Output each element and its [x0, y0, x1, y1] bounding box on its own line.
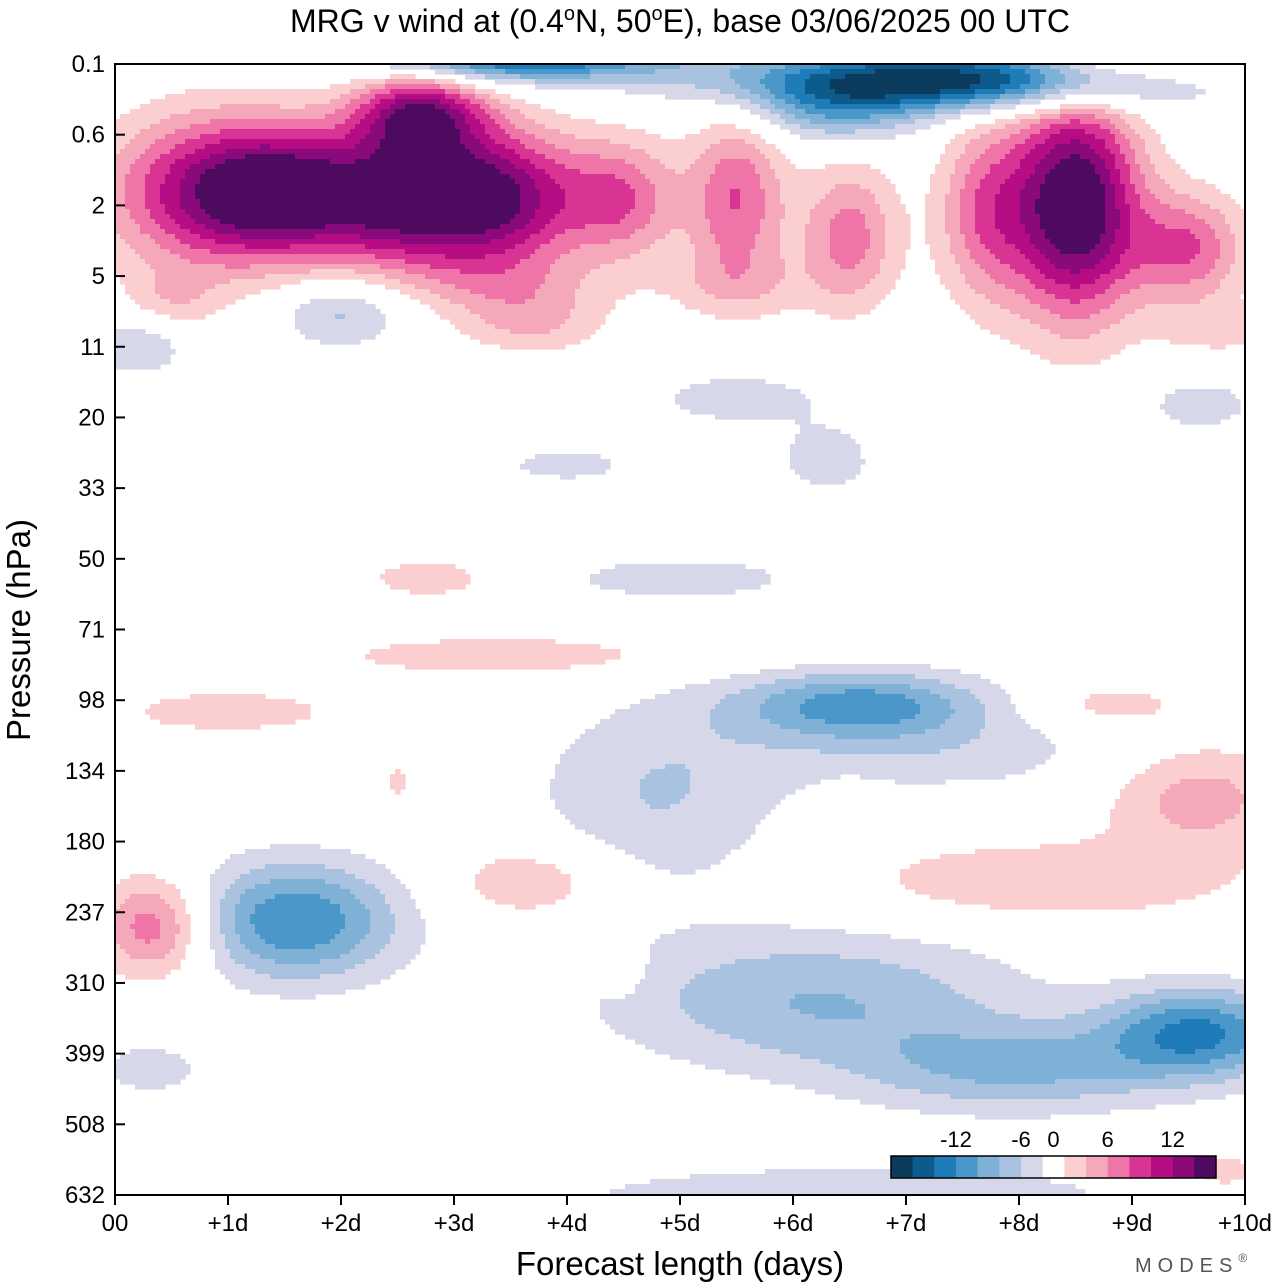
- colorbar-label: 12: [1160, 1127, 1184, 1152]
- contour-field: [115, 64, 1245, 1195]
- y-axis-title: Pressure (hPa): [0, 519, 37, 741]
- x-tick-label: 00: [102, 1210, 129, 1237]
- y-tick-label: 632: [65, 1182, 105, 1209]
- x-tick-label: +10d: [1218, 1210, 1272, 1237]
- x-axis: 00 +1d +2d +3d +4d +5d +6d +7d +8d +9d +10d: [102, 1195, 1272, 1237]
- y-tick-label: 5: [92, 263, 105, 290]
- y-tick-label: 237: [65, 899, 105, 926]
- colorbar-label: 6: [1102, 1127, 1114, 1152]
- x-tick-label: +6d: [773, 1210, 814, 1237]
- colorbar-swatch: [1129, 1156, 1152, 1178]
- y-tick-label: 180: [65, 829, 105, 856]
- y-tick-label: 0.1: [72, 51, 105, 78]
- chart-title: MRG v wind at (0.4oN, 50oE), base 03/06/…: [290, 3, 1070, 39]
- x-tick-label: +7d: [886, 1210, 927, 1237]
- y-tick-label: 98: [78, 687, 105, 714]
- x-tick-label: +1d: [208, 1210, 249, 1237]
- x-tick-label: +5d: [660, 1210, 701, 1237]
- x-tick-label: +2d: [321, 1210, 362, 1237]
- y-tick-label: 134: [65, 758, 105, 785]
- colorbar-label: -6: [1011, 1127, 1031, 1152]
- colorbar-swatch: [999, 1156, 1022, 1178]
- y-axis: 0.1 0.6 2 5 11 20 33 50 71 98 134 180 237 310 399 508 63…: [65, 51, 125, 1209]
- colorbar-swatch: [1086, 1156, 1108, 1178]
- colorbar-swatch: [934, 1156, 957, 1178]
- colorbar-swatch: [956, 1156, 978, 1178]
- colorbar-swatch: [1172, 1156, 1195, 1178]
- colorbar-frame: [890, 1155, 1217, 1179]
- colorbar-swatch: [977, 1156, 1000, 1178]
- x-tick-label: +4d: [547, 1210, 588, 1237]
- colorbar-label: -12: [940, 1127, 972, 1152]
- colorbar-swatch: [891, 1156, 913, 1178]
- colorbar-swatch: [1151, 1156, 1173, 1178]
- colorbar-label: 0: [1047, 1127, 1059, 1152]
- y-tick-label: 20: [78, 404, 105, 431]
- y-tick-label: 508: [65, 1111, 105, 1138]
- y-tick-label: 0.6: [72, 122, 105, 149]
- y-tick-label: 33: [78, 475, 105, 502]
- y-tick-label: 399: [65, 1041, 105, 1068]
- x-tick-label: +8d: [999, 1210, 1040, 1237]
- colorbar-swatch: [1042, 1156, 1065, 1178]
- x-tick-label: +3d: [434, 1210, 475, 1237]
- y-tick-label: 71: [78, 617, 105, 644]
- plot-area: [115, 64, 1245, 1195]
- y-tick-label: 50: [78, 546, 105, 573]
- y-tick-label: 310: [65, 970, 105, 997]
- colorbar: -12 -6 0 6 12: [890, 1127, 1217, 1179]
- brand-logo: MODES®: [1135, 1251, 1253, 1277]
- colorbar-swatch: [1064, 1156, 1087, 1178]
- y-tick-label: 11: [80, 334, 105, 361]
- colorbar-swatch: [1021, 1156, 1043, 1178]
- y-tick-label: 2: [92, 192, 105, 219]
- colorbar-swatch: [912, 1156, 935, 1178]
- colorbar-swatch: [1107, 1156, 1130, 1178]
- x-tick-label: +9d: [1112, 1210, 1153, 1237]
- colorbar-swatch: [1194, 1156, 1217, 1178]
- x-axis-title: Forecast length (days): [516, 1245, 844, 1282]
